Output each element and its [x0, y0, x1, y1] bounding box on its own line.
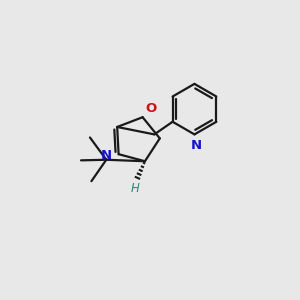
Text: O: O [145, 102, 156, 115]
Text: H: H [131, 182, 140, 195]
Text: N: N [101, 149, 112, 162]
Text: N: N [190, 139, 202, 152]
